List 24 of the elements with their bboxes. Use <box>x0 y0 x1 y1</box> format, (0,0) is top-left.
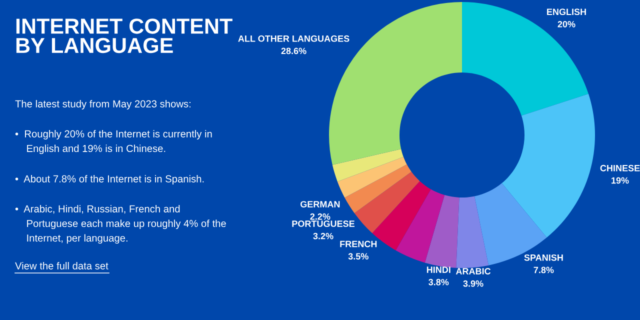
data-label: 7.8% <box>534 266 554 274</box>
slice-label: GERMAN <box>300 201 340 208</box>
text: View the full data set <box>15 262 108 270</box>
data-label: 3.2% <box>313 232 334 240</box>
slice-label: SPANISH <box>524 254 563 261</box>
data-label: 3.8% <box>428 278 449 286</box>
data-label: 3.5% <box>348 253 368 260</box>
text: • About 7.8% of the Internet is in Spanish. <box>15 175 204 184</box>
data-label: 28.6% <box>281 48 306 54</box>
slice-label: PORTUGUESE <box>292 220 354 227</box>
data-label: 20% <box>558 20 576 28</box>
slice-label: ENGLISH <box>547 8 586 16</box>
text: The latest study from May 2023 shows: <box>15 100 190 110</box>
text: INTERNET CONTENT BY LANGUAGE <box>16 18 232 54</box>
slice-label: FRENCH <box>340 240 377 248</box>
data-label: 19% <box>612 177 629 184</box>
data-label: 3.9% <box>463 280 484 287</box>
data-label: 2.2% <box>310 213 330 220</box>
slice-label: ALL OTHER LANGUAGES <box>238 35 350 42</box>
text: • Roughly 20% of the Internet is currently in English and 19% is in Chinese. <box>15 130 212 154</box>
slice-label: CHINESE <box>600 164 640 172</box>
slice-label: ARABIC <box>456 268 491 274</box>
slice-label: HINDI <box>426 266 450 273</box>
text: • Arabic, Hindi, Russian, French and Portuguese each make up roughly 4% of the Internet, per language. <box>15 205 226 244</box>
